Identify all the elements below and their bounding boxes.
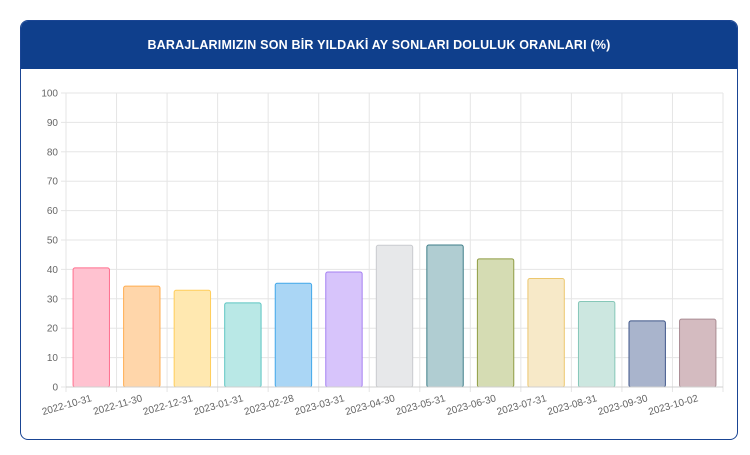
y-tick-label: 30 — [47, 294, 59, 305]
y-tick-label: 80 — [47, 147, 59, 158]
bar-2022-11-30[interactable] — [123, 285, 161, 388]
y-tick-label: 70 — [47, 177, 59, 188]
bar-2023-04-30[interactable] — [375, 244, 414, 388]
chart-area: 0 10 20 30 40 50 60 70 80 90 100 2022-10-31 2022-11-… — [21, 69, 737, 439]
bar-2023-01-31[interactable] — [224, 302, 262, 388]
x-tick-label: 2023-04-30 — [344, 393, 397, 418]
bar-2022-10-31[interactable] — [72, 267, 110, 388]
x-tick-label: 2023-01-31 — [193, 393, 246, 418]
bar-2023-08-31[interactable] — [577, 300, 616, 388]
x-tick-label: 2023-10-02 — [647, 393, 700, 418]
y-tick-label: 90 — [47, 118, 59, 129]
x-tick-label: 2023-05-31 — [395, 393, 448, 418]
bar-2023-09-30[interactable] — [628, 320, 666, 388]
x-tick-label: 2023-09-30 — [597, 393, 650, 418]
y-tick-label: 40 — [47, 265, 59, 276]
x-tick-label: 2022-11-30 — [92, 393, 144, 418]
bar-2023-05-31[interactable] — [426, 244, 464, 388]
bar-2023-03-31[interactable] — [325, 271, 363, 388]
bar-2022-12-31[interactable] — [173, 289, 212, 388]
y-tick-label: 50 — [47, 236, 59, 247]
y-tick-label: 10 — [47, 353, 59, 364]
x-tick-label: 2022-12-31 — [142, 393, 195, 418]
chart-card: BARAJLARIMIZIN SON BİR YILDAKİ AY SONLAR… — [20, 20, 738, 440]
x-tick-label: 2023-08-31 — [546, 393, 599, 418]
x-tick-label: 2023-02-28 — [243, 393, 296, 418]
chart-title: BARAJLARIMIZIN SON BİR YILDAKİ AY SONLAR… — [21, 21, 737, 69]
y-tick-label: 20 — [47, 324, 59, 335]
y-tick-label: 100 — [41, 89, 58, 100]
bar-2023-10-02[interactable] — [679, 318, 717, 388]
bar-2023-02-28[interactable] — [274, 282, 313, 388]
bar-2023-06-30[interactable] — [476, 258, 515, 388]
y-tick-label: 0 — [52, 383, 58, 394]
y-tick-label: 60 — [47, 206, 59, 217]
x-tick-label: 2023-06-30 — [445, 393, 498, 418]
x-tick-label: 2023-07-31 — [496, 393, 549, 418]
bar-2023-07-31[interactable] — [527, 278, 565, 388]
x-tick-label: 2023-03-31 — [294, 393, 347, 418]
bar-chart: 0 10 20 30 40 50 60 70 80 90 100 2022-10-31 2022-11-… — [41, 89, 724, 418]
x-tick-label: 2022-10-31 — [41, 393, 94, 418]
